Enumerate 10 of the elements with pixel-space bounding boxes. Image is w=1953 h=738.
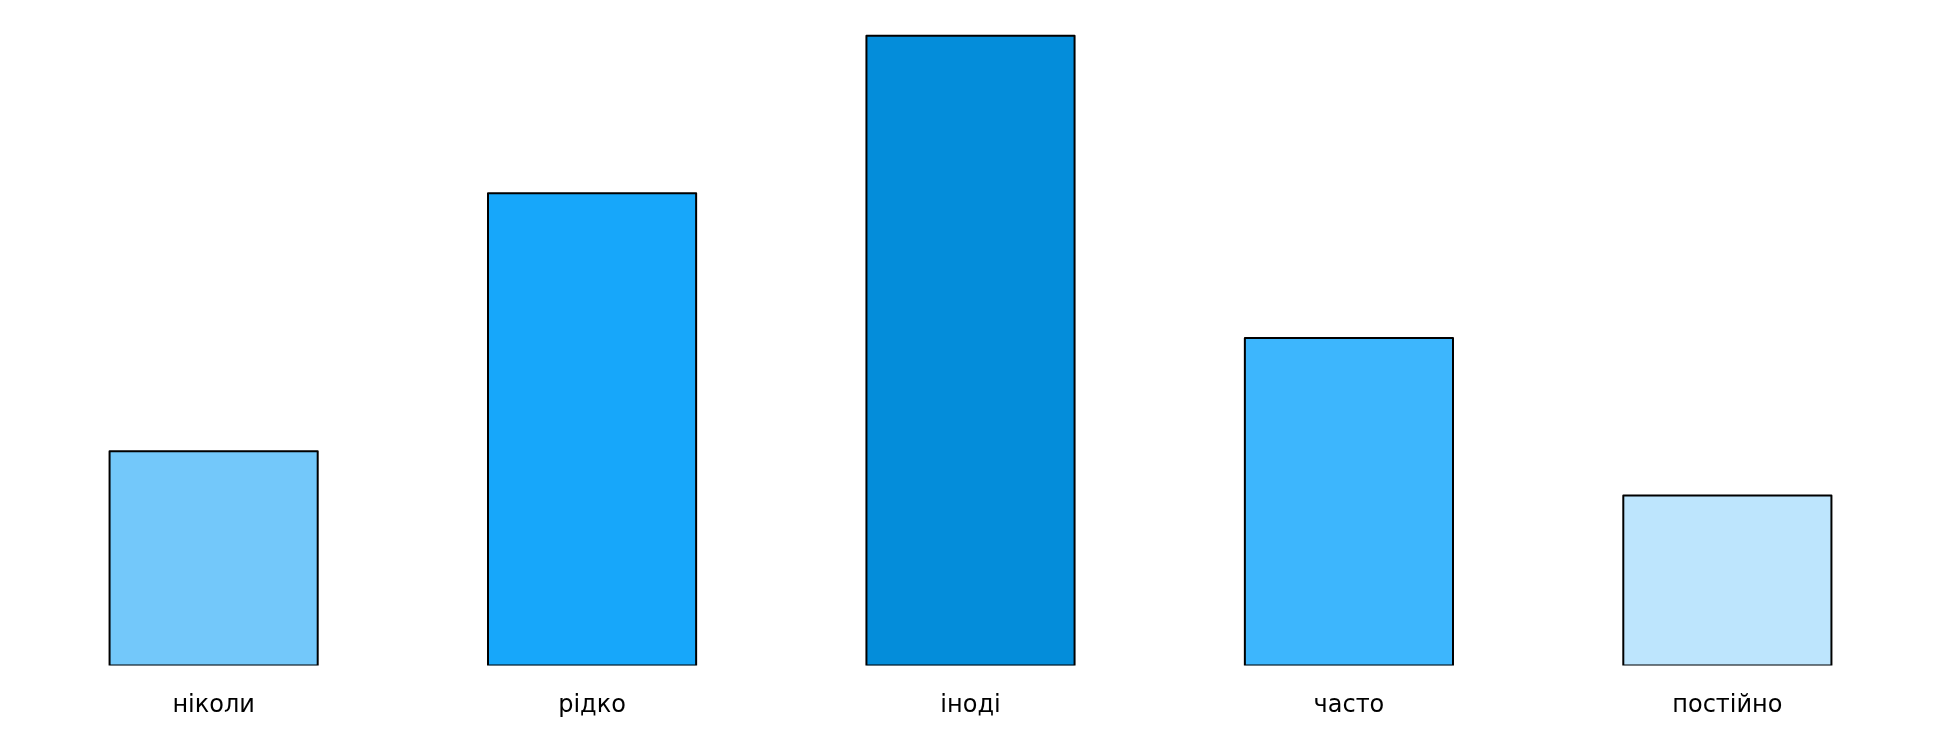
x-tick-label: часто [1313, 689, 1385, 718]
x-tick-label: рідко [558, 689, 626, 718]
bar [1622, 494, 1833, 666]
x-tick-label: ніколи [172, 689, 255, 718]
x-tick-label: постійно [1672, 689, 1783, 718]
bar [865, 34, 1076, 666]
bar [1243, 337, 1454, 666]
bar [108, 450, 319, 666]
bar [487, 192, 698, 666]
x-tick-label: іноді [940, 689, 1001, 718]
